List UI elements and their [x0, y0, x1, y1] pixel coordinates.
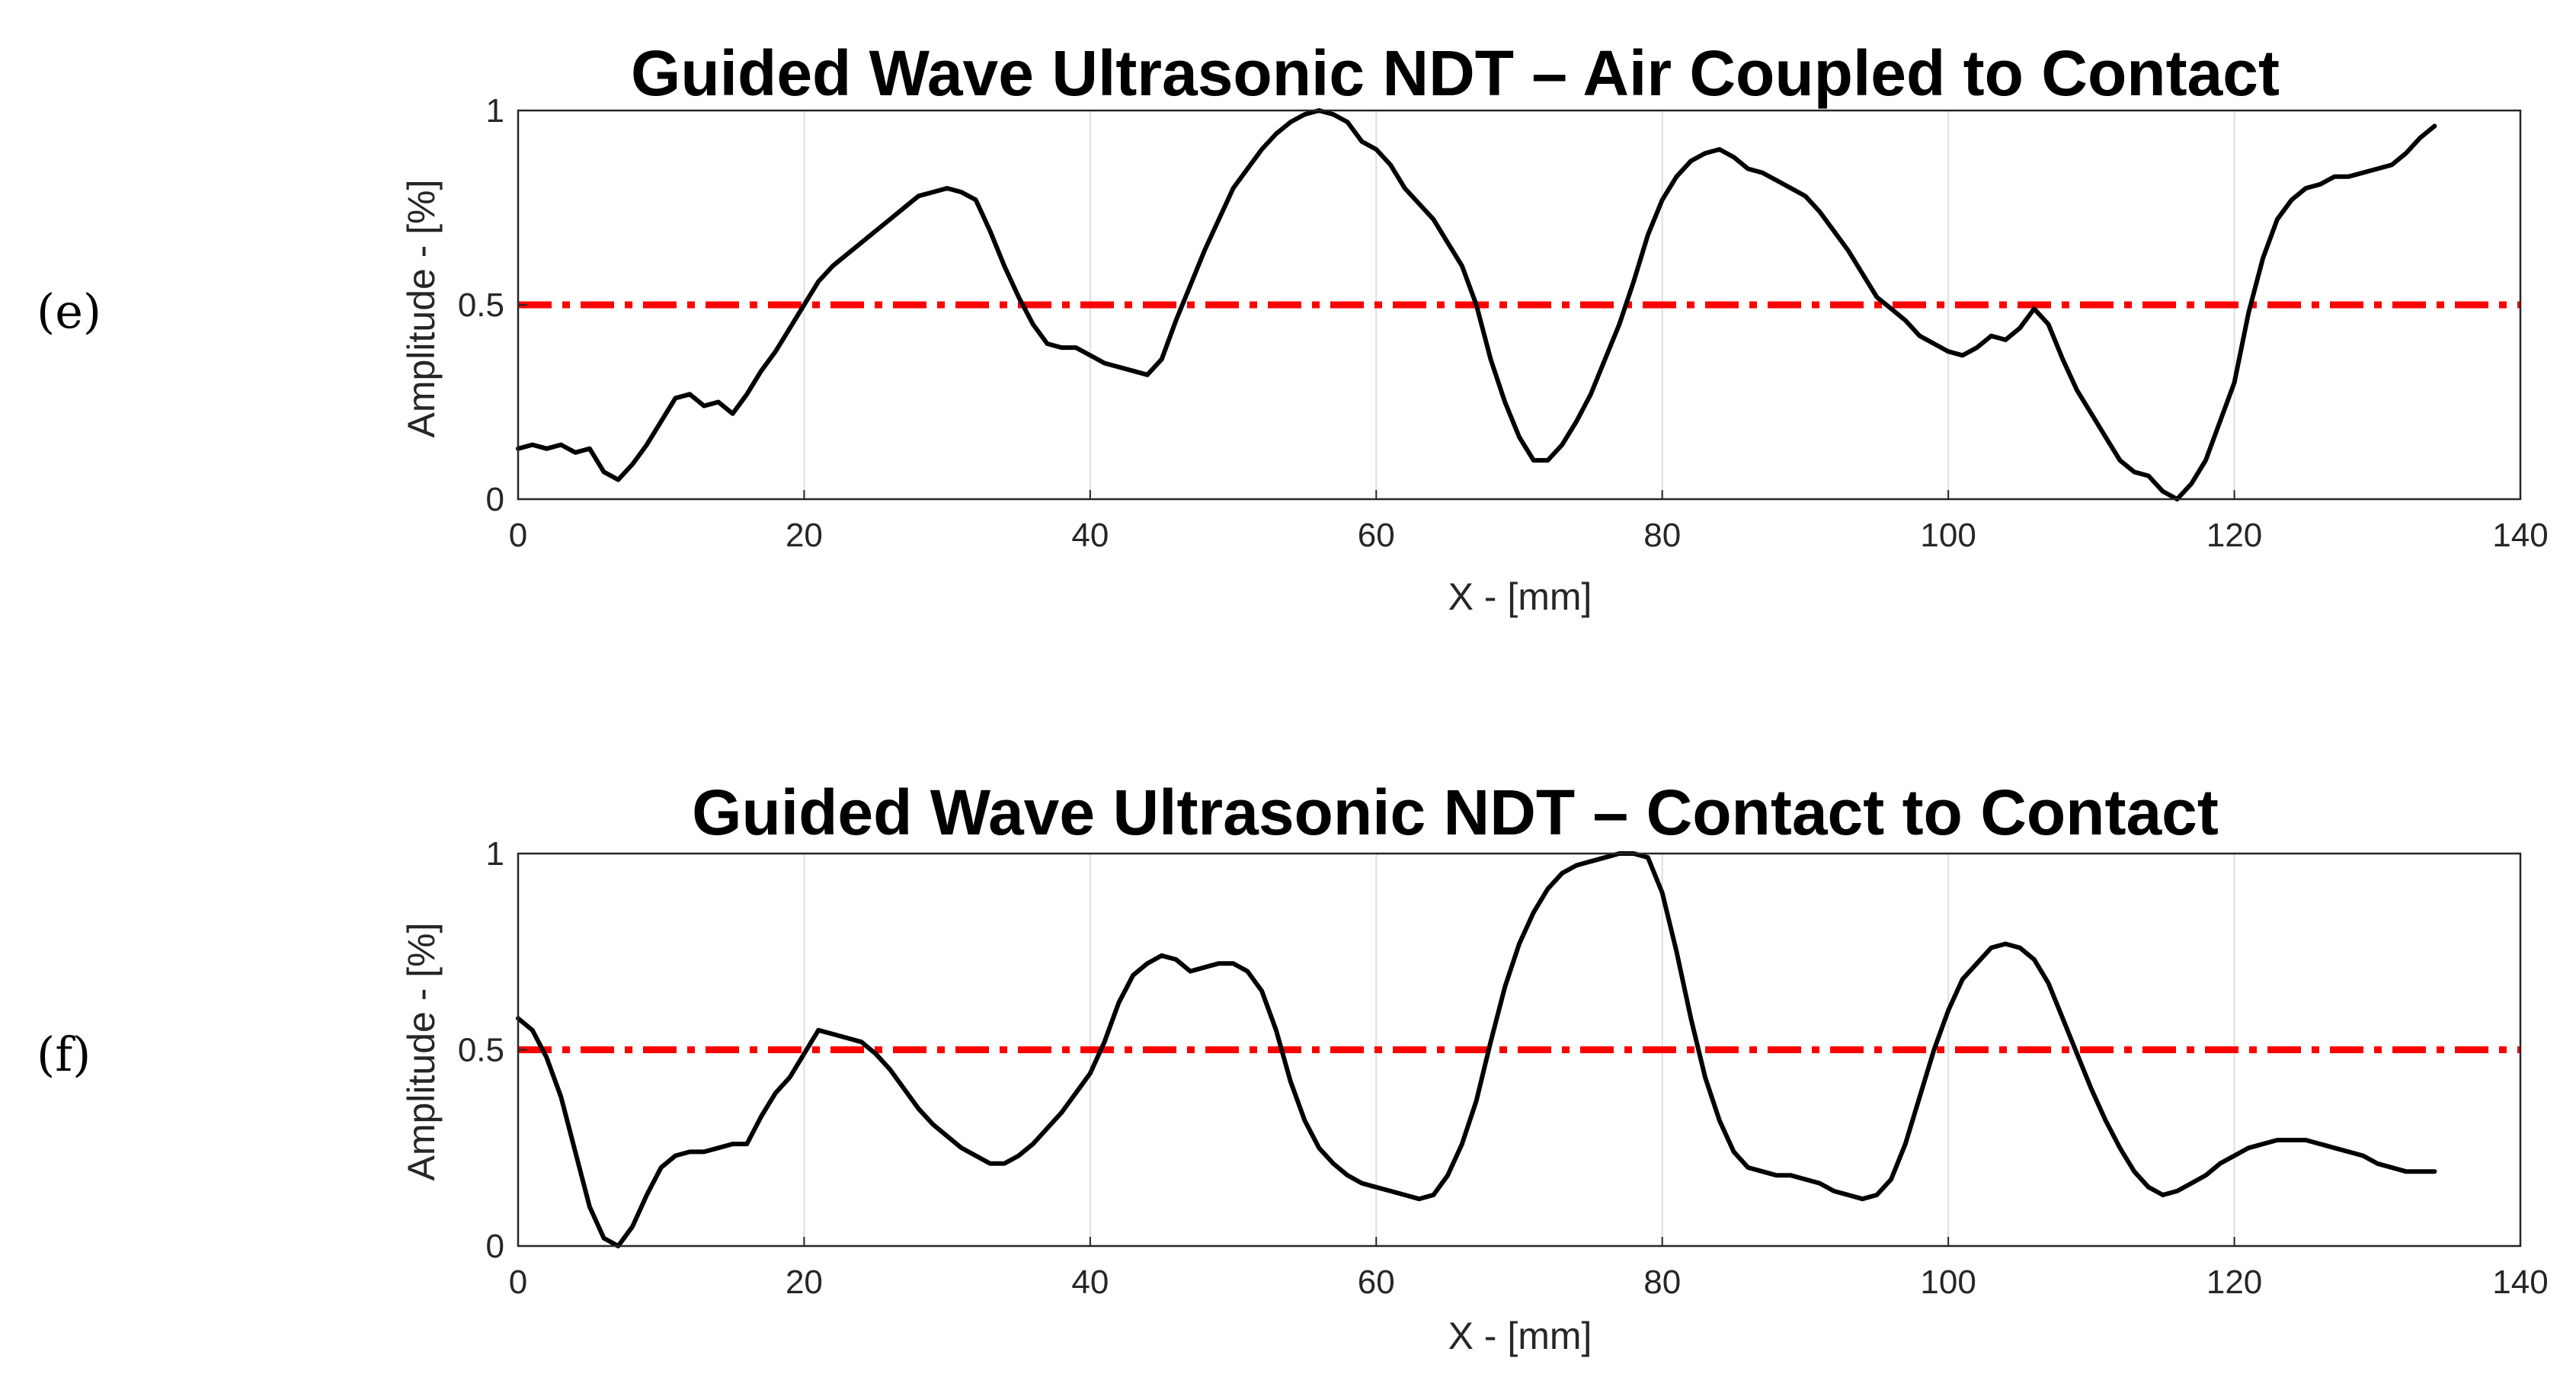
panel-label-f: (f)	[37, 1027, 91, 1082]
x-tick-label: 140	[2492, 1264, 2548, 1301]
x-tick-label: 20	[786, 1264, 823, 1301]
x-tick-label: 100	[1920, 1264, 1976, 1301]
x-tick-label: 40	[1071, 1264, 1109, 1301]
y-tick-label: 0.5	[458, 287, 504, 324]
amplitude-line	[516, 108, 2437, 501]
y-tick-label: 1	[486, 835, 504, 873]
y-axis-ticks: 00.51	[458, 92, 527, 518]
y-axis-label: Amplitude - [%]	[400, 179, 443, 437]
y-axis-ticks: 00.51	[458, 835, 527, 1265]
x-tick-label: 0	[509, 1264, 527, 1301]
y-tick-label: 0.5	[458, 1032, 504, 1069]
x-tick-label: 80	[1643, 1264, 1681, 1301]
x-tick-label: 120	[2206, 517, 2262, 554]
x-tick-label: 80	[1643, 517, 1681, 554]
amplitude-line	[516, 851, 2437, 1248]
x-tick-label: 60	[1358, 1264, 1395, 1301]
x-axis-ticks: 0 20 40 60 80 100 120 140	[509, 490, 2549, 554]
x-tick-label: 60	[1358, 517, 1395, 554]
x-tick-label: 20	[786, 517, 823, 554]
chart-title: Guided Wave Ultrasonic NDT – Contact to …	[692, 777, 2219, 848]
y-tick-label: 1	[486, 92, 504, 130]
y-tick-label: 0	[486, 481, 504, 518]
chart-air-coupled: (e) Guided Wave Ultrasonic NDT – Air Cou…	[37, 37, 2549, 618]
x-tick-label: 40	[1071, 517, 1109, 554]
y-axis-label: Amplitude - [%]	[400, 922, 443, 1180]
y-tick-label: 0	[486, 1228, 504, 1265]
panel-label-e: (e)	[37, 283, 101, 339]
x-axis-label: X - [mm]	[1448, 575, 1592, 618]
x-tick-label: 140	[2492, 517, 2548, 554]
x-axis-ticks: 0 20 40 60 80 100 120 140	[509, 1237, 2549, 1301]
chart-title: Guided Wave Ultrasonic NDT – Air Coupled…	[631, 37, 2280, 109]
x-tick-label: 120	[2206, 1264, 2262, 1301]
x-tick-label: 100	[1920, 517, 1976, 554]
chart-contact: (f) Guided Wave Ultrasonic NDT – Contact…	[37, 777, 2549, 1357]
x-axis-label: X - [mm]	[1448, 1315, 1592, 1357]
x-tick-label: 0	[509, 517, 527, 554]
